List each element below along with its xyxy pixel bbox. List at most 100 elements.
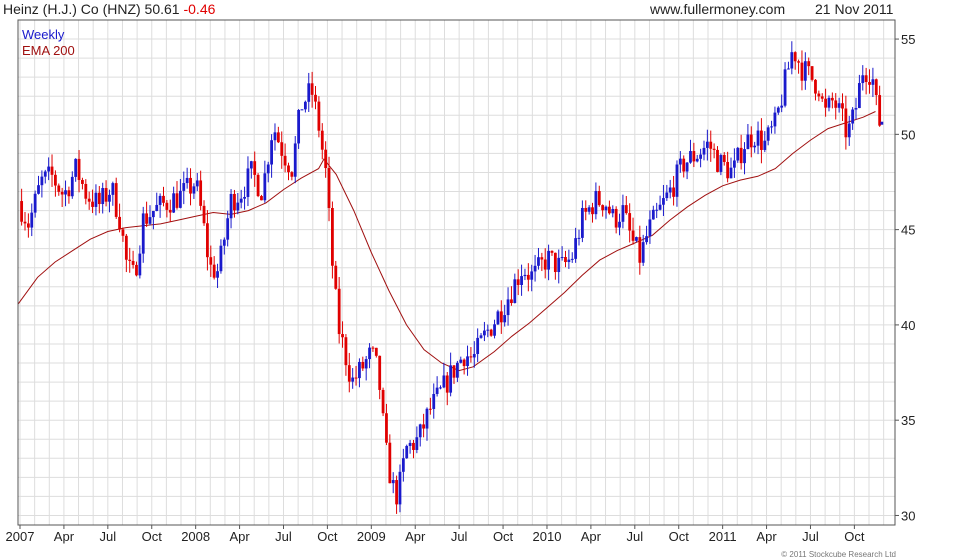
candle-up — [689, 151, 692, 163]
copyright: © 2011 Stockcube Research Ltd — [781, 550, 896, 559]
candle-down — [722, 155, 726, 162]
candle-down — [361, 361, 365, 369]
candle-down — [452, 365, 456, 378]
candle-down — [489, 329, 493, 336]
candle-up — [439, 387, 442, 389]
x-axis: 2007 Apr Jul Oct 2008 Apr Jul Oct 2009 Apr Jul Oct 2… — [6, 525, 865, 544]
grid — [18, 19, 895, 525]
candle-up — [594, 191, 598, 215]
candle-up — [719, 155, 723, 172]
candle-down — [601, 205, 605, 211]
candle-up — [641, 242, 645, 263]
candle-down — [624, 205, 628, 214]
candle-up — [678, 158, 682, 165]
candle-up — [449, 365, 453, 393]
candle-up — [871, 79, 875, 85]
weekly-series-label: Weekly — [22, 27, 65, 42]
candle-up — [138, 253, 142, 276]
candle-down — [347, 365, 351, 382]
candle-down — [830, 97, 834, 101]
candle-down — [797, 61, 800, 63]
candle-down — [104, 188, 108, 202]
candle-up — [533, 265, 537, 272]
candle-up — [861, 75, 865, 84]
candle-down — [385, 413, 388, 443]
candle-up — [770, 126, 773, 128]
candle-up — [297, 109, 301, 144]
candle-up — [776, 107, 780, 113]
candle-up — [476, 337, 480, 355]
candle-down — [337, 288, 341, 335]
source-website[interactable]: www.fullermoney.com — [650, 1, 786, 17]
candle-up — [236, 202, 240, 211]
chart-title: Heinz (H.J.) Co (HNZ) 50.61 -0.46 — [3, 1, 215, 17]
candle-up — [101, 188, 105, 205]
candle-down — [344, 337, 348, 366]
candle-down — [874, 79, 878, 96]
candle-up — [425, 408, 429, 429]
candles-layer — [20, 41, 884, 514]
candle-up — [503, 315, 507, 323]
candle-down — [388, 442, 392, 484]
price-change: -0.46 — [183, 1, 216, 17]
candle-down — [726, 161, 730, 179]
candle-up — [158, 195, 162, 205]
candle-down — [121, 229, 125, 236]
candle-down — [709, 141, 713, 149]
candle-down — [543, 259, 547, 270]
candle-down — [591, 207, 594, 215]
candle-up — [854, 108, 858, 110]
candle-up — [435, 387, 439, 394]
candle-up — [37, 185, 40, 194]
y-tick-label: 45 — [901, 223, 915, 238]
candle-up — [621, 205, 625, 222]
candle-up — [523, 274, 527, 277]
candle-up — [574, 238, 578, 259]
candle-up — [455, 362, 459, 378]
candle-up — [182, 183, 186, 191]
candle-down — [597, 191, 601, 206]
candle-up — [442, 375, 446, 388]
candle-down — [256, 174, 260, 197]
candle-up — [178, 190, 182, 208]
candle-down — [378, 355, 382, 390]
x-tick-label: Apr — [581, 529, 602, 544]
candle-down — [814, 79, 817, 94]
candle-down — [712, 148, 716, 150]
candle-down — [253, 161, 257, 175]
candle-up — [493, 324, 496, 336]
x-tick-label: Jul — [802, 529, 819, 544]
candle-up — [405, 445, 409, 459]
y-tick-label: 55 — [901, 32, 915, 47]
candle-up — [604, 206, 608, 211]
x-tick-label: 2009 — [357, 529, 386, 544]
candle-down — [206, 223, 209, 258]
candle-down — [354, 377, 358, 379]
candle-down — [202, 205, 206, 224]
candle-down — [114, 183, 118, 217]
candle-down — [26, 223, 30, 228]
candle-up — [773, 112, 777, 127]
candle-up — [401, 458, 405, 472]
candle-up — [560, 257, 564, 259]
candle-down — [50, 166, 54, 175]
ema-series-label: EMA 200 — [22, 43, 75, 58]
candle-down — [553, 252, 557, 273]
x-tick-label: Oct — [669, 529, 690, 544]
candle-down — [135, 264, 138, 276]
candle-down — [550, 250, 554, 253]
candle-up — [148, 217, 152, 224]
candle-up — [732, 160, 736, 168]
candle-down — [445, 375, 449, 393]
candle-up — [192, 186, 196, 194]
candle-up — [368, 347, 371, 360]
candle-down — [672, 187, 675, 197]
candle-up — [580, 207, 584, 238]
candle-down — [81, 179, 84, 184]
candle-up — [655, 209, 659, 211]
candle-up — [358, 361, 361, 379]
candle-down — [499, 311, 503, 323]
x-tick-label: Jul — [275, 529, 292, 544]
candle-up — [530, 271, 534, 280]
candle-down — [118, 216, 121, 230]
